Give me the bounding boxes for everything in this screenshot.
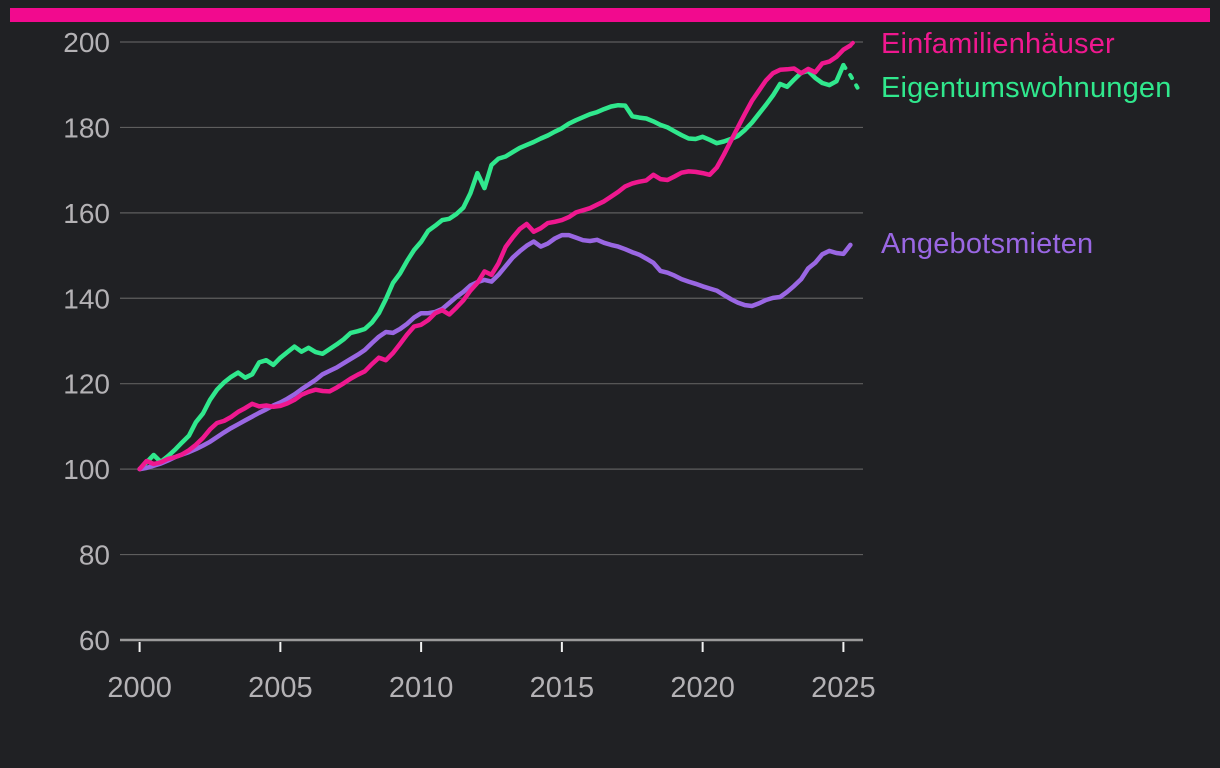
x-tick-label-2015: 2015 [530, 672, 595, 704]
x-tick-label-2020: 2020 [670, 672, 735, 704]
x-tick-label-2000: 2000 [107, 672, 172, 704]
legend-eigentumswohnungen: Eigentumswohnungen [881, 72, 1172, 104]
y-tick-label-60: 60 [79, 625, 110, 656]
legend-einfamilienhaeuser: Einfamilienhäuser [881, 28, 1115, 60]
y-tick-label-120: 120 [63, 369, 110, 400]
series-line-2 [137, 232, 853, 472]
x-tick-label-2005: 2005 [248, 672, 313, 704]
y-tick-label-180: 180 [63, 112, 110, 143]
series-line-1-forecast-dashed [841, 63, 860, 90]
y-tick-label-140: 140 [63, 283, 110, 314]
legend-angebotsmieten: Angebotsmieten [881, 228, 1094, 260]
y-tick-label-160: 160 [63, 198, 110, 229]
y-tick-label-80: 80 [79, 540, 110, 571]
series-line-1 [137, 62, 846, 472]
x-tick-label-2010: 2010 [389, 672, 454, 704]
y-tick-label-200: 200 [63, 27, 110, 58]
series-line-0-forecast-dashed [848, 36, 860, 48]
series-line-0 [137, 43, 853, 472]
x-tick-label-2025: 2025 [811, 672, 876, 704]
brand-accent-bar [10, 8, 1210, 22]
y-tick-label-100: 100 [63, 454, 110, 485]
